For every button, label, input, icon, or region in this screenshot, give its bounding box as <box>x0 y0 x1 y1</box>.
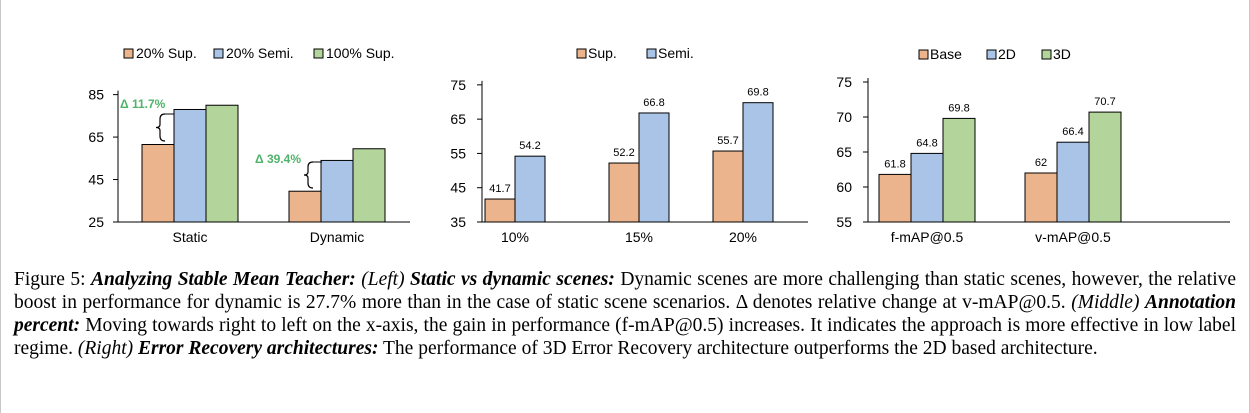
bar-20-semi- <box>173 108 207 223</box>
bar-100-sup- <box>352 148 386 223</box>
caption-middle-tag: (Middle) <box>1071 292 1140 313</box>
delta-annotation: Δ 11.7% <box>120 97 166 111</box>
y-tick-label: 25 <box>88 214 104 230</box>
legend-swatch <box>986 49 997 60</box>
caption-left-tag: (Left) <box>361 269 405 290</box>
caption-left-head: Static vs dynamic scenes: <box>410 269 615 290</box>
legend-label: 3D <box>1053 46 1071 62</box>
y-tick-label: 35 <box>450 214 466 230</box>
bar-base <box>878 173 912 223</box>
data-label: 41.7 <box>489 183 510 195</box>
legend-swatch <box>576 48 587 59</box>
y-tick-label: 45 <box>88 172 104 188</box>
x-category-label: 10% <box>501 229 529 245</box>
x-category-label: Static <box>172 229 207 245</box>
x-category-label: v-mAP@0.5 <box>1035 229 1111 245</box>
bar-20-sup- <box>288 190 322 223</box>
caption-title: Analyzing Stable Mean Teacher: <box>90 269 356 290</box>
bar-20-sup- <box>141 144 175 223</box>
y-tick-label: 60 <box>836 179 852 195</box>
legend-label: Base <box>930 46 962 62</box>
y-tick-label: 55 <box>450 145 466 161</box>
data-label: 61.8 <box>884 158 905 170</box>
y-tick-label: 75 <box>836 74 852 90</box>
y-tick-label: 65 <box>88 129 104 145</box>
bar-sup- <box>608 162 640 223</box>
bar-sup- <box>484 198 516 223</box>
bar-semi- <box>742 102 774 223</box>
bar-2d <box>1056 141 1090 223</box>
bar-3d <box>942 117 976 223</box>
x-category-label: Dynamic <box>310 229 364 245</box>
data-label: 64.8 <box>916 137 937 149</box>
x-category-label: 15% <box>625 229 653 245</box>
caption-middle-text: Moving towards right to left on the x-ax… <box>14 315 1237 359</box>
page-border-left <box>0 0 1 413</box>
data-label: 66.4 <box>1062 126 1083 138</box>
chart-left-static-dynamic: 25 45 65 85 Static Dynamic 20% Sup. 20% Semi. 10… <box>88 45 410 245</box>
legend-label: 20% Sup. <box>136 45 197 61</box>
data-label: 69.8 <box>948 102 969 114</box>
chart-middle-annotation-percent: 35 45 55 65 75 41.7 54.2 10% 52.2 66.8 15% 55.7 69.8… <box>450 45 808 245</box>
delta-annotation: Δ 39.4% <box>255 152 301 166</box>
bar-base <box>1024 172 1058 223</box>
legend-label: Semi. <box>658 45 694 61</box>
legend-label: 20% Semi. <box>226 45 294 61</box>
legend-swatch <box>213 48 224 59</box>
legend-label: Sup. <box>588 45 617 61</box>
caption-right-tag: (Right) <box>77 338 134 359</box>
caption-right-head: Error Recovery architectures: <box>138 338 379 359</box>
x-category-label: 20% <box>729 229 757 245</box>
bar-3d <box>1088 111 1122 223</box>
chart-right-error-recovery: 55 60 65 70 75 61.8 64.8 69.8 f-mAP@0.5 62 66.4 70.… <box>836 46 1230 245</box>
legend-swatch <box>646 48 657 59</box>
y-tick-label: 65 <box>836 144 852 160</box>
bar-2d <box>910 152 944 223</box>
legend-swatch <box>918 49 929 60</box>
legend-label: 2D <box>998 46 1016 62</box>
caption-left-text: Dynamic scenes are more challenging than… <box>14 269 1237 313</box>
y-tick-label: 75 <box>450 77 466 93</box>
y-tick-label: 70 <box>836 109 852 125</box>
legend-swatch <box>123 48 134 59</box>
y-tick-label: 65 <box>450 111 466 127</box>
y-tick-label: 55 <box>836 214 852 230</box>
data-label: 70.7 <box>1094 96 1115 108</box>
caption-middle-head: Annotation percent: <box>14 292 1237 336</box>
legend-swatch <box>313 48 324 59</box>
x-category-label: f-mAP@0.5 <box>891 229 964 245</box>
curly-brace <box>155 113 166 142</box>
data-label: 52.2 <box>613 147 634 159</box>
caption-right-text: The performance of 3D Error Recovery arc… <box>383 338 1098 359</box>
figure-caption: Figure 5: Analyzing Stable Mean Teacher:… <box>14 268 1236 360</box>
caption-prefix: Figure 5: <box>14 269 91 290</box>
bar-semi- <box>638 112 670 223</box>
y-tick-label: 85 <box>88 87 104 103</box>
y-tick-label: 45 <box>450 180 466 196</box>
legend-label: 100% Sup. <box>326 45 395 61</box>
bar-100-sup- <box>205 104 239 223</box>
data-label: 69.8 <box>747 87 768 99</box>
legend-swatch <box>1041 49 1052 60</box>
bar-semi- <box>514 155 546 223</box>
data-label: 62 <box>1035 157 1047 169</box>
data-label: 66.8 <box>643 97 664 109</box>
bar-20-semi- <box>320 159 354 223</box>
curly-brace <box>303 161 314 189</box>
data-label: 54.2 <box>519 140 540 152</box>
bar-sup- <box>712 150 744 223</box>
data-label: 55.7 <box>717 135 738 147</box>
